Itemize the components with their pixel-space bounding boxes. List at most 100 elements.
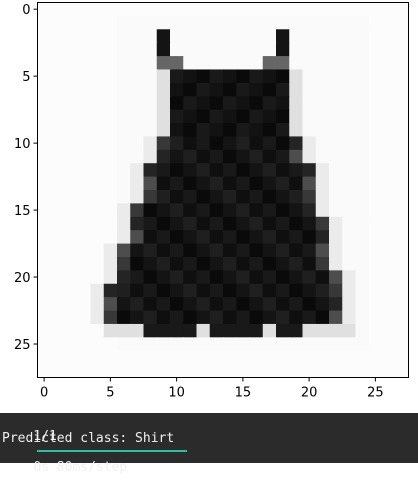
pixel-cell xyxy=(355,149,370,164)
pixel-cell xyxy=(143,256,158,271)
pixel-cell xyxy=(90,216,105,231)
pixel-cell xyxy=(355,56,370,71)
pixel-cell xyxy=(50,56,65,71)
pixel-cell xyxy=(355,230,370,245)
pixel-cell xyxy=(289,82,304,97)
pixel-cell xyxy=(183,203,198,218)
pixel-cell xyxy=(50,82,65,97)
pixel-cell xyxy=(170,270,184,285)
pixel-cell xyxy=(183,136,198,151)
pixel-cell xyxy=(103,364,118,379)
pixel-cell xyxy=(117,109,131,124)
pixel-cell xyxy=(236,163,251,178)
pixel-cell xyxy=(262,56,277,71)
x-axis: 0 5 10 15 20 25 xyxy=(40,377,384,401)
pixel-cell xyxy=(77,337,92,352)
pixel-cell xyxy=(302,310,317,325)
pixel-cell xyxy=(395,230,410,245)
pixel-cell xyxy=(395,163,410,178)
pixel-cell xyxy=(289,337,304,352)
pixel-cell xyxy=(143,2,158,17)
pixel-cell xyxy=(395,243,410,258)
pixel-cell xyxy=(302,243,317,258)
pixel-cell xyxy=(37,190,52,204)
pixel-cell xyxy=(368,230,383,245)
pixel-cell xyxy=(196,163,211,178)
pixel-cell xyxy=(276,109,290,124)
pixel-cell xyxy=(130,230,145,245)
pixel-cell xyxy=(395,82,410,97)
pixel-cell xyxy=(64,297,78,312)
pixel-cell xyxy=(209,69,224,84)
pixel-cell xyxy=(183,190,198,204)
pixel-cell xyxy=(249,163,264,178)
pixel-cell xyxy=(37,243,52,258)
pixel-cell xyxy=(156,230,171,245)
pixel-cell xyxy=(143,136,158,151)
image-plot: 0 5 10 15 20 25 0 5 10 15 20 25 xyxy=(13,2,410,401)
pixel-cell xyxy=(170,203,184,218)
pixel-cell xyxy=(223,337,237,352)
pixel-cell xyxy=(236,270,251,285)
pixel-cell xyxy=(302,56,317,71)
pixel-cell xyxy=(37,69,52,84)
x-tick-label: 0 xyxy=(40,386,48,401)
pixel-cell xyxy=(236,323,251,338)
pixel-cell xyxy=(249,216,264,231)
pixel-cell xyxy=(342,270,357,285)
y-tick-label: 20 xyxy=(14,271,31,286)
pixel-cell xyxy=(342,163,357,178)
pixel-cell xyxy=(90,82,105,97)
pixel-cell xyxy=(37,136,52,151)
pixel-cell xyxy=(37,337,52,352)
pixel-cell xyxy=(64,82,78,97)
pixel-cell xyxy=(50,323,65,338)
pixel-cell xyxy=(315,256,330,271)
pixel-cell xyxy=(289,216,304,231)
pixel-cell xyxy=(262,310,277,325)
pixel-cell xyxy=(262,323,277,338)
pixel-cell xyxy=(329,270,343,285)
pixel-cell xyxy=(209,190,224,204)
pixel-cell xyxy=(170,96,184,111)
pixel-cell xyxy=(276,136,290,151)
pixel-cell xyxy=(156,69,171,84)
pixel-cell xyxy=(302,123,317,138)
pixel-cell xyxy=(117,56,131,71)
pixel-cell xyxy=(209,163,224,178)
pixel-cell xyxy=(90,323,105,338)
pixel-cell xyxy=(329,337,343,352)
pixel-cell xyxy=(223,283,237,298)
pixel-cell xyxy=(223,323,237,338)
pixel-cell xyxy=(90,56,105,71)
pixel-cell xyxy=(368,42,383,57)
pixel-cell xyxy=(342,310,357,325)
pixel-cell xyxy=(315,29,330,44)
y-tick-label: 15 xyxy=(14,204,31,219)
pixel-cell xyxy=(183,323,198,338)
pixel-cell xyxy=(368,337,383,352)
pixel-cell xyxy=(368,109,383,124)
pixel-cell xyxy=(103,297,118,312)
pixel-cell xyxy=(50,15,65,30)
pixel-cell xyxy=(143,69,158,84)
pixel-cell xyxy=(355,256,370,271)
pixel-cell xyxy=(143,109,158,124)
pixel-cell xyxy=(329,2,343,17)
pixel-cell xyxy=(249,350,264,365)
pixel-cell xyxy=(249,123,264,138)
pixel-cell xyxy=(276,29,290,44)
pixel-cell xyxy=(262,364,277,379)
pixel-cell xyxy=(90,176,105,191)
pixel-cell xyxy=(77,256,92,271)
pixel-cell xyxy=(262,297,277,312)
pixel-cell xyxy=(77,82,92,97)
pixel-cell xyxy=(37,270,52,285)
pixel-cell xyxy=(223,176,237,191)
pixel-cell xyxy=(37,15,52,30)
pixel-cell xyxy=(395,364,410,379)
pixel-cell xyxy=(156,123,171,138)
pixel-cell xyxy=(130,350,145,365)
pixel-cell xyxy=(103,310,118,325)
pixel-cell xyxy=(117,243,131,258)
